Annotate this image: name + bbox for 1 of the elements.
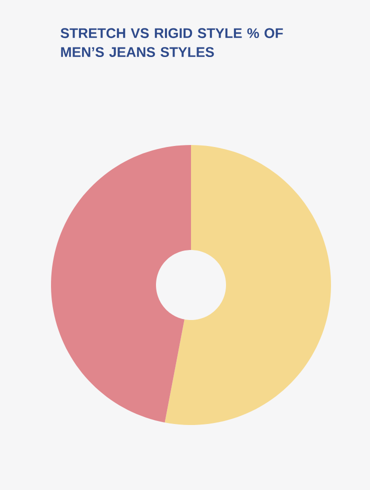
chart-title: STRETCH VS RIGID STYLE % OF MEN’S JEANS STYLES [60, 28, 283, 57]
